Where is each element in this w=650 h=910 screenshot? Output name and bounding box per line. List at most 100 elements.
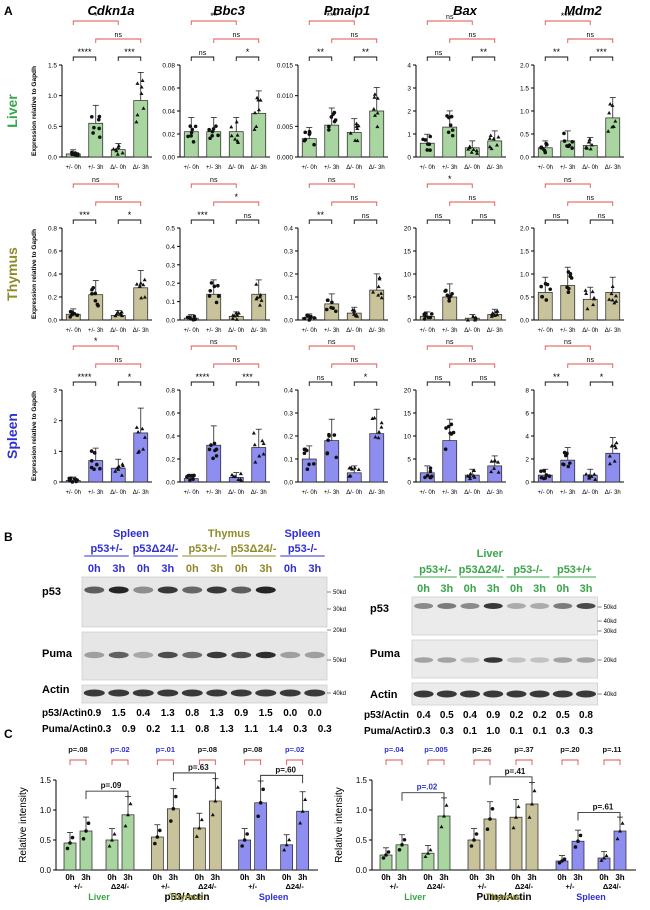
data-point [353,313,358,318]
sig-bracket-mid-label: ns [587,195,595,202]
band-puma [576,657,596,663]
data-point [443,289,447,293]
bar [133,432,149,483]
data-point [610,103,615,107]
bar [421,852,435,871]
data-point [93,298,98,303]
data-point [428,475,433,480]
data-point [496,460,501,464]
band-p53 [483,603,503,609]
data-point [98,466,102,471]
blot-header: Liver [477,548,504,560]
band-p53 [84,586,105,594]
sig-bracket-left-label: ** [553,47,561,57]
sig-bracket-left-label: ** [317,47,325,57]
sig-bracket-mid [449,38,496,43]
sig-bracket-long-label: ns [210,177,218,184]
y-axis-label: Relative intensity [18,787,29,863]
sig-bracket-long [190,20,237,25]
band-actin [436,690,457,698]
data-point [193,317,198,322]
data-point [379,295,384,300]
x-tick-label: 0h [282,873,291,882]
mw-label: 20kd [604,658,617,664]
blot-row-label: Puma [42,648,73,660]
blot-time: 3h [259,563,272,575]
data-point [308,316,313,321]
data-point [442,814,446,818]
data-point [612,459,617,463]
sig-bracket-mid [95,38,142,43]
data-point [449,114,454,119]
data-point [256,814,260,819]
data-point [562,131,566,136]
data-point [608,102,613,106]
data-point [211,456,215,461]
data-point [562,139,567,143]
bar [509,816,523,871]
x-tick-label: +/- 0h [537,165,553,171]
pval-cross-bracket [489,776,533,785]
data-point [371,106,376,111]
data-point [253,460,258,464]
subgroup-label: Δ24/- [198,882,217,891]
gene-header: Cdkn1a [88,3,135,18]
data-point [282,847,287,852]
data-point [70,150,74,155]
y-tick-label: 0.2 [284,434,293,441]
subgroup-label: +/- [478,882,487,891]
sig-bracket-left [308,381,333,386]
group-label: Liver [88,892,110,902]
pval-bracket [286,759,304,765]
mw-label: 50kd [333,590,346,596]
data-point [239,478,244,482]
band-actin [460,690,480,698]
data-point [568,274,573,279]
data-point [467,474,472,479]
y-tick-label: 0.0 [166,318,175,325]
tissue-label: Thymus [4,247,20,301]
data-point [423,854,428,859]
sig-bracket-left [426,381,451,386]
group-label: Spleen [576,892,606,902]
blot-time: 3h [112,563,125,575]
y-tick-label: 0 [407,480,411,487]
data-point [450,128,455,132]
bar [88,294,104,321]
y-axis-label: Relative intensity [334,787,345,863]
data-point [372,415,377,420]
data-point [428,847,433,852]
tissue-label: Liver [4,94,20,128]
blot-time: 3h [210,563,223,575]
data-point [174,794,178,799]
data-point [255,295,260,299]
gene-header: Bbc3 [213,3,246,18]
y-tick-label: 4 [407,63,411,70]
sig-bracket-long [544,345,591,350]
data-point [606,129,611,133]
data-point [591,302,596,307]
chart-liver-bax: 0 1 2 3 4 +/- 0h +/- 3h Δ/- 0h Δ/- 3h ns ** ns ns [407,14,506,171]
pval-bracket [385,759,403,765]
data-point [489,314,494,318]
band-p53 [255,586,276,594]
data-point [542,469,547,473]
data-point [139,295,144,300]
data-point [349,465,354,470]
data-point [583,288,588,292]
x-tick-label: Δ/- 0h [582,328,598,334]
data-point [469,150,474,154]
bar [467,839,481,871]
data-point [252,110,257,115]
data-point [229,133,234,138]
data-point [426,315,431,320]
quant-value: 0.9 [234,708,248,719]
chart-spleen-bax: 0 5 10 15 20 +/- 0h +/- 3h Δ/- 0h Δ/- 3h ns ns ns ns [404,339,506,496]
data-point [191,474,195,478]
data-point [447,115,451,120]
y-tick-label: 0.0 [40,866,52,875]
data-point [576,839,580,843]
x-tick-label: 0h [511,873,520,882]
data-point [232,313,237,318]
